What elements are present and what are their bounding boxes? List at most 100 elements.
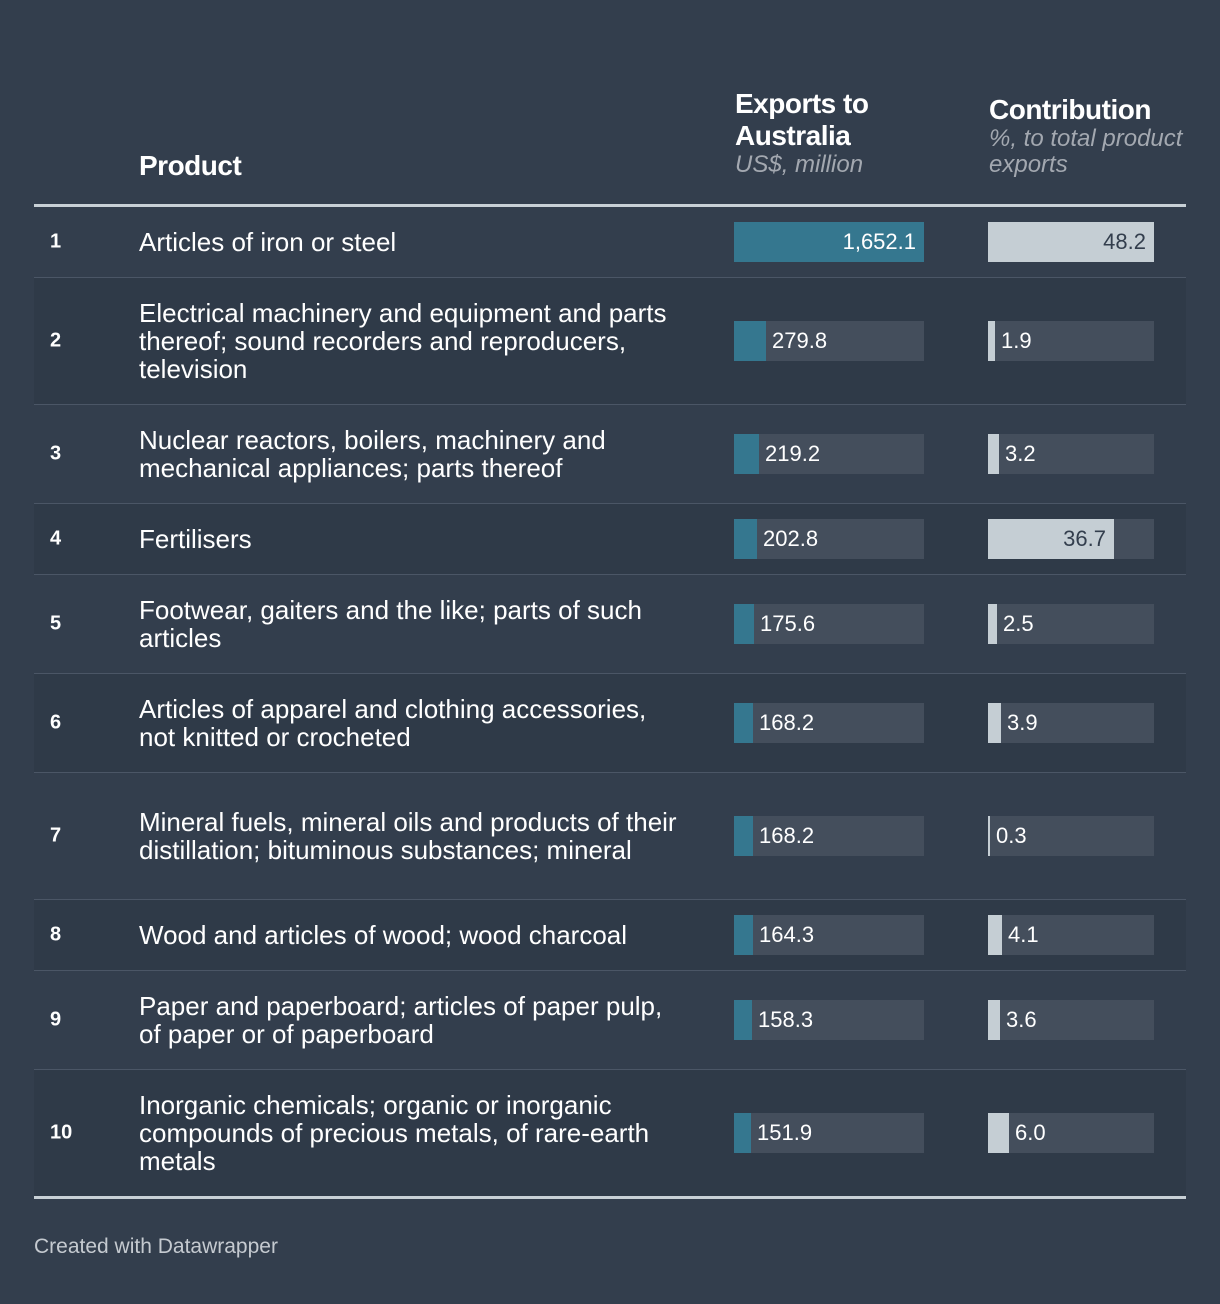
table-header: Product Exports to Australia US$, millio…	[34, 60, 1186, 204]
row-product: Nuclear reactors, boilers, machinery and…	[139, 425, 606, 483]
exports-bar	[734, 519, 757, 559]
row-rank: 8	[50, 923, 62, 946]
contribution-value-label: 4.1	[1008, 922, 1039, 947]
contribution-value-label: 1.9	[1001, 328, 1032, 353]
row-rank: 7	[50, 824, 62, 847]
exports-bar-cell: 175.6	[734, 604, 924, 644]
table-row[interactable]: 6 Articles of apparel and clothing access…	[34, 674, 1186, 773]
exports-bar-cell: 151.9	[734, 1113, 924, 1153]
exports-bar-cell: 279.8	[734, 321, 924, 361]
exports-bar-cell: 219.2	[734, 434, 924, 474]
exports-bar	[734, 434, 759, 474]
table-row[interactable]: 2 Electrical machinery and equipment and …	[34, 278, 1186, 405]
row-rank: 1	[50, 230, 62, 253]
contribution-value-label: 36.7	[1063, 526, 1106, 551]
row-rank: 5	[50, 612, 62, 635]
table-row[interactable]: 7 Mineral fuels, mineral oils and product…	[34, 773, 1186, 900]
contribution-bar-cell: 3.2	[988, 434, 1154, 474]
table-row[interactable]: 8 Wood and articles of wood; wood charcoa…	[34, 900, 1186, 971]
contribution-value-label: 3.9	[1007, 710, 1038, 735]
exports-value-label: 168.2	[759, 823, 815, 848]
exports-bar	[734, 1113, 751, 1153]
contribution-value-label: 6.0	[1015, 1120, 1046, 1145]
table-row[interactable]: 10 Inorganic chemicals; organic or inorga…	[34, 1070, 1186, 1196]
exports-bar	[734, 915, 753, 955]
exports-header-label: Exports to Australia	[735, 88, 869, 151]
contribution-bar	[988, 519, 1114, 559]
exports-bar	[734, 222, 924, 262]
contribution-bar	[988, 604, 997, 644]
table-row[interactable]: 3 Nuclear reactors, boilers, machinery an…	[34, 405, 1186, 504]
contribution-value-label: 3.2	[1005, 441, 1036, 466]
exports-value-label: 219.2	[765, 441, 821, 466]
contribution-value-label: 0.3	[996, 823, 1027, 848]
exports-value-label: 168.2	[759, 710, 815, 735]
contribution-bar-cell: 1.9	[988, 321, 1154, 361]
row-product: Fertilisers	[139, 524, 252, 554]
column-header-exports[interactable]: Exports to Australia US$, million	[735, 88, 935, 204]
product-header-label: Product	[139, 150, 242, 181]
exports-bar	[734, 703, 753, 743]
row-rank: 3	[50, 442, 62, 465]
row-product: Footwear, gaiters and the like; parts of…	[139, 595, 642, 653]
table-row[interactable]: 4 Fertilisers 202.8 36.7	[34, 504, 1186, 575]
exports-header-unit: US$, million	[735, 151, 864, 178]
contribution-bar	[988, 816, 990, 856]
table-body: 1 Articles of iron or steel 1,652.1 48.2 2 El…	[34, 207, 1186, 1196]
exports-value-label: 151.9	[757, 1120, 813, 1145]
row-rank: 9	[50, 1008, 62, 1031]
exports-value-label: 279.8	[772, 328, 828, 353]
table-row[interactable]: 1 Articles of iron or steel 1,652.1 48.2	[34, 207, 1186, 278]
row-product: Articles of iron or steel	[139, 227, 397, 257]
exports-bar	[734, 321, 766, 361]
contribution-bar	[988, 915, 1002, 955]
table-row[interactable]: 5 Footwear, gaiters and the like; parts o…	[34, 575, 1186, 674]
table-row[interactable]: 9 Paper and paperboard; articles of paper…	[34, 971, 1186, 1070]
exports-bar-cell: 1,652.1	[734, 222, 924, 262]
contribution-bar	[988, 1113, 1009, 1153]
exports-bar-cell: 168.2	[734, 816, 924, 856]
exports-value-label: 1,652.1	[842, 229, 916, 254]
row-product: Electrical machinery and equipment and p…	[139, 298, 667, 384]
contribution-bar-cell: 2.5	[988, 604, 1154, 644]
row-rank: 10	[50, 1121, 73, 1144]
contribution-bar-cell: 3.9	[988, 703, 1154, 743]
contribution-bar	[988, 703, 1001, 743]
exports-value-label: 164.3	[759, 922, 815, 947]
contribution-bar	[988, 1000, 1000, 1040]
contribution-bar-cell: 0.3	[988, 816, 1154, 856]
contribution-bar	[988, 321, 995, 361]
row-rank: 6	[50, 711, 62, 734]
exports-bar-cell: 202.8	[734, 519, 924, 559]
exports-bar	[734, 1000, 752, 1040]
exports-value-label: 202.8	[763, 526, 819, 551]
contribution-bar-cell: 3.6	[988, 1000, 1154, 1040]
exports-bar	[734, 816, 753, 856]
contribution-bar-cell: 6.0	[988, 1113, 1154, 1153]
row-product: Mineral fuels, mineral oils and products…	[139, 807, 677, 865]
row-product: Wood and articles of wood; wood charcoal	[139, 920, 628, 950]
contribution-value-label: 3.6	[1006, 1007, 1037, 1032]
row-product: Articles of apparel and clothing accesso…	[139, 694, 647, 752]
contribution-header-label: Contribution	[989, 94, 1151, 125]
column-header-contribution[interactable]: Contribution %, to total product exports	[989, 94, 1189, 204]
exports-bar-cell: 168.2	[734, 703, 924, 743]
credit-text: Created with Datawrapper	[34, 1235, 278, 1258]
exports-value-label: 158.3	[758, 1007, 814, 1032]
exports-bar-cell: 158.3	[734, 1000, 924, 1040]
contribution-value-label: 2.5	[1003, 611, 1034, 636]
exports-bar	[734, 604, 754, 644]
contribution-value-label: 48.2	[1103, 229, 1146, 254]
data-table: Product Exports to Australia US$, millio…	[34, 60, 1186, 1199]
header-divider	[34, 204, 1186, 207]
column-header-product[interactable]: Product	[139, 150, 242, 182]
exports-value-label: 175.6	[760, 611, 816, 636]
footer-divider	[34, 1196, 1186, 1199]
contribution-bar-cell: 48.2	[988, 222, 1154, 262]
row-rank: 4	[50, 527, 62, 550]
exports-bar-cell: 164.3	[734, 915, 924, 955]
row-rank: 2	[50, 329, 62, 352]
contribution-bar-cell: 4.1	[988, 915, 1154, 955]
contribution-header-unit: %, to total product exports	[989, 125, 1183, 178]
contribution-bar	[988, 222, 1154, 262]
